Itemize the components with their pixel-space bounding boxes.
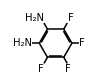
Text: H₂N: H₂N: [25, 13, 44, 23]
Text: F: F: [65, 64, 70, 74]
Text: H₂N: H₂N: [13, 38, 32, 48]
Text: F: F: [68, 13, 73, 23]
Text: F: F: [79, 38, 85, 48]
Text: F: F: [38, 64, 44, 74]
